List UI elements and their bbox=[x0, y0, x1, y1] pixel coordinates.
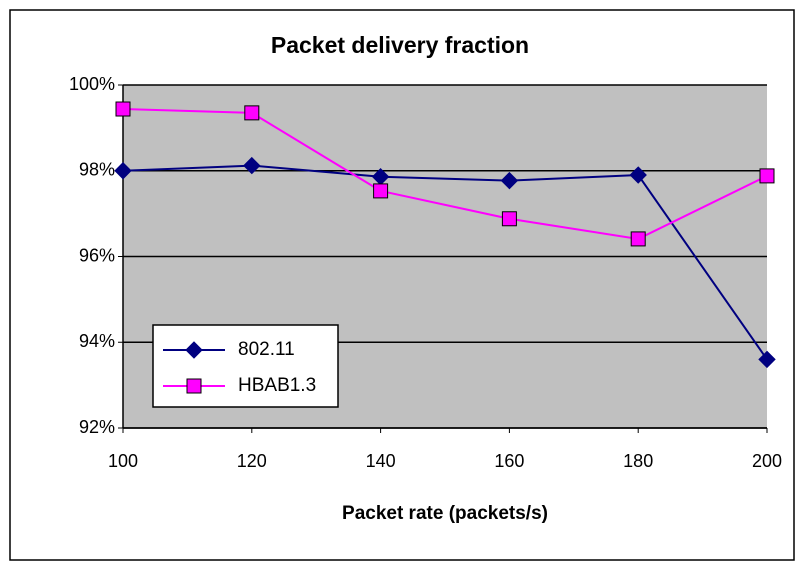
series-line bbox=[122, 164, 768, 360]
legend-label: HBAB1.3 bbox=[238, 375, 316, 396]
data-point bbox=[243, 156, 261, 175]
data-point bbox=[759, 168, 775, 184]
chart-title: Packet delivery fraction bbox=[271, 32, 529, 58]
data-point bbox=[115, 101, 131, 117]
data-point bbox=[500, 171, 519, 190]
y-tick-label: 92% bbox=[79, 417, 115, 437]
data-point bbox=[373, 183, 389, 199]
y-tick-label: 100% bbox=[69, 74, 115, 94]
legend-box bbox=[152, 324, 339, 408]
legend-marker bbox=[186, 378, 202, 394]
x-tick-label: 180 bbox=[623, 451, 653, 471]
data-point bbox=[758, 350, 776, 369]
x-tick-label: 120 bbox=[237, 451, 267, 471]
legend-label: 802.11 bbox=[238, 339, 295, 360]
data-point bbox=[501, 211, 517, 227]
x-tick-label: 140 bbox=[366, 451, 396, 471]
y-tick-label: 96% bbox=[79, 245, 115, 265]
x-tick-label: 160 bbox=[494, 451, 524, 471]
x-axis-label: Packet rate (packets/s) bbox=[342, 503, 548, 524]
x-tick-label: 200 bbox=[752, 451, 782, 471]
x-tick-label: 100 bbox=[108, 451, 138, 471]
legend-marker bbox=[185, 341, 203, 359]
data-point bbox=[244, 105, 260, 121]
data-point bbox=[114, 162, 132, 180]
data-point bbox=[629, 166, 647, 184]
y-tick-label: 98% bbox=[79, 160, 115, 180]
series-line bbox=[122, 108, 768, 240]
data-point bbox=[630, 231, 646, 247]
y-tick-label: 94% bbox=[79, 331, 115, 351]
